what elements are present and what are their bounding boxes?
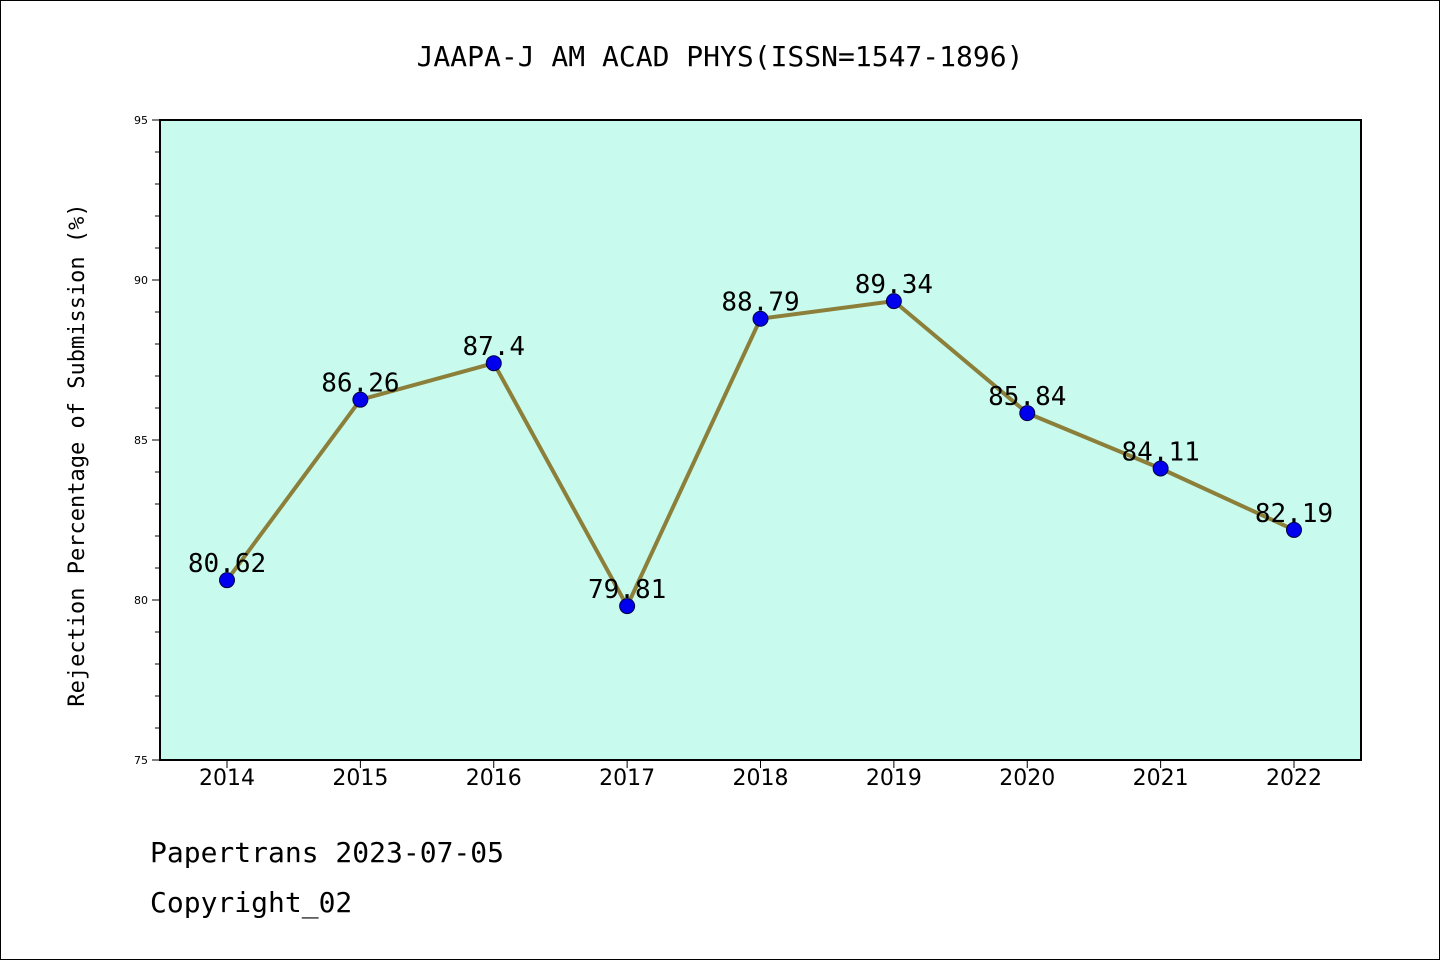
- data-label: 79.81: [588, 575, 666, 605]
- y-tick-label: 75: [134, 754, 148, 767]
- data-label: 88.79: [721, 288, 799, 318]
- x-tick-label: 2022: [1266, 766, 1322, 791]
- data-point: [885, 293, 902, 310]
- y-tick-label: 85: [134, 434, 148, 447]
- y-axis-label: Rejection Percentage of Submission (%): [65, 203, 90, 706]
- data-label: 82.19: [1255, 499, 1333, 529]
- footer-date-line: Papertrans 2023-07-05: [150, 836, 505, 869]
- plot-area: [159, 119, 1362, 761]
- data-label: 86.26: [321, 369, 399, 399]
- x-tick-label: 2014: [199, 766, 255, 791]
- data-point: [1286, 521, 1302, 538]
- chart-title: JAAPA-J AM ACAD PHYS(ISSN=1547-1896): [417, 40, 1024, 73]
- y-tick-label: 80: [134, 594, 148, 607]
- y-tick-label: 90: [134, 274, 148, 287]
- data-label: 80.62: [188, 549, 266, 579]
- data-label: 89.34: [855, 270, 933, 300]
- x-tick-label: 2019: [866, 766, 922, 791]
- data-point: [619, 598, 636, 615]
- data-point: [485, 355, 502, 372]
- data-point: [752, 310, 769, 327]
- data-point: [1152, 460, 1169, 477]
- x-tick-label: 2016: [466, 766, 522, 791]
- data-point: [219, 572, 235, 589]
- data-label: 84.11: [1121, 437, 1199, 467]
- x-tick-label: 2018: [733, 766, 789, 791]
- footer-copyright-line: Copyright_02: [150, 886, 353, 919]
- data-label: 87.4: [462, 332, 525, 362]
- y-tick-label: 95: [134, 114, 148, 127]
- data-point: [1019, 405, 1036, 422]
- x-tick-label: 2021: [1133, 766, 1189, 791]
- x-tick-label: 2017: [599, 766, 655, 791]
- data-label: 85.84: [988, 382, 1066, 412]
- data-point: [352, 391, 369, 408]
- x-tick-label: 2015: [332, 766, 388, 791]
- x-tick-label: 2020: [999, 766, 1055, 791]
